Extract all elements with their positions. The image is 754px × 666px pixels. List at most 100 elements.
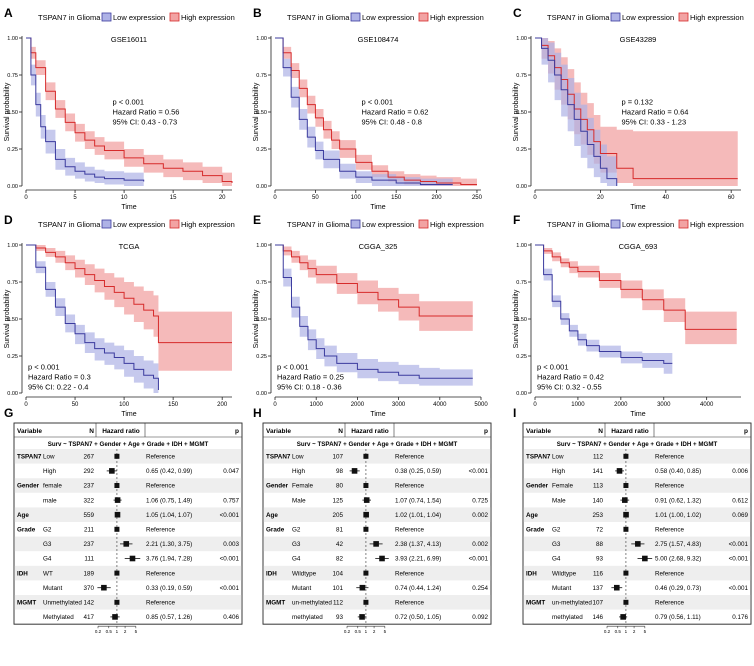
reference-marker xyxy=(363,599,369,605)
estimate-marker xyxy=(635,541,641,547)
legend-low-label: Low expression xyxy=(622,220,674,229)
row-n: 93 xyxy=(336,614,344,621)
row-variable: Grade xyxy=(526,527,545,534)
row-variable: TSPAN7 xyxy=(526,454,551,461)
row-hazard-ratio: Reference xyxy=(655,570,685,577)
row-p-value: 0.612 xyxy=(732,497,748,504)
x-tick-label: 10 xyxy=(121,195,128,201)
x-tick-label: 5 xyxy=(73,195,77,201)
x-tick-label: 200 xyxy=(432,195,443,201)
forest-x-tick-label: 2 xyxy=(373,629,376,634)
curve-high xyxy=(535,244,737,330)
km-panel-a: A TSPAN7 in Glioma Low expression High expr… xyxy=(4,6,235,211)
forest-frame-border xyxy=(522,422,752,625)
row-hazard-ratio: 0.74 (0.44, 1.24) xyxy=(395,585,441,592)
y-axis-title: Survival probability xyxy=(4,289,11,348)
y-tick-label: 0.00 xyxy=(516,184,527,190)
y-tick-label: 0.25 xyxy=(256,354,267,360)
row-shade xyxy=(523,478,751,493)
row-n: 267 xyxy=(83,454,94,461)
estimate-marker xyxy=(112,614,118,620)
panel-letter: A xyxy=(4,6,13,20)
y-tick-label: 1.00 xyxy=(516,36,527,42)
legend-low-swatch xyxy=(610,12,621,22)
ci-band-low xyxy=(26,245,159,393)
row-p-value: 0.002 xyxy=(472,541,488,548)
ci-band-low xyxy=(275,38,453,186)
header-hazard-ratio: Hazard ratio xyxy=(102,428,140,435)
row-level: Wildtype xyxy=(292,570,317,577)
y-tick-label: 0.75 xyxy=(516,73,527,79)
row-level: WT xyxy=(43,570,53,577)
legend-title: TSPAN7 in Glioma xyxy=(38,220,101,229)
x-tick-label: 200 xyxy=(217,402,228,408)
row-level: G4 xyxy=(552,556,561,563)
estimate-marker xyxy=(363,511,369,518)
forest-frame-border xyxy=(262,422,492,625)
panel-letter: H xyxy=(253,406,262,420)
forest-x-tick-label: 5 xyxy=(384,629,387,634)
row-variable: Gender xyxy=(526,483,549,490)
y-tick-label: 0.00 xyxy=(7,391,18,397)
row-variable: Gender xyxy=(266,483,289,490)
reference-marker xyxy=(363,570,369,576)
row-shade xyxy=(523,565,751,581)
row-shade xyxy=(14,565,242,581)
y-tick-label: 0.50 xyxy=(7,317,18,323)
row-level: Low xyxy=(292,454,304,461)
row-n: 137 xyxy=(592,585,603,592)
panel-letter: B xyxy=(253,6,262,20)
row-hazard-ratio: 0.85 (0.57, 1.26) xyxy=(146,614,192,621)
estimate-marker xyxy=(359,614,365,620)
header-n: N xyxy=(338,428,343,435)
row-hazard-ratio: Reference xyxy=(655,527,685,534)
row-n: 42 xyxy=(336,541,344,548)
curve-high xyxy=(535,37,738,180)
legend-low-swatch xyxy=(350,12,361,22)
row-level: G2 xyxy=(292,527,301,534)
header-p: p xyxy=(235,428,239,435)
row-level: Male xyxy=(552,497,566,504)
estimate-marker xyxy=(363,497,370,503)
stat-p-value: p < 0.001 xyxy=(537,362,569,371)
x-tick-label: 250 xyxy=(472,195,483,201)
row-level: High xyxy=(552,468,565,475)
y-tick-label: 0.25 xyxy=(516,354,527,360)
row-p-value: 0.254 xyxy=(472,585,488,592)
row-n: 322 xyxy=(83,497,94,504)
estimate-marker xyxy=(114,497,121,503)
stat-hazard-ratio: Hazard Ratio = 0.62 xyxy=(362,108,429,117)
row-hazard-ratio: Reference xyxy=(146,570,176,577)
row-hazard-ratio: 1.01 (1.00, 1.02) xyxy=(655,512,701,519)
row-p-value: 0.725 xyxy=(472,497,488,504)
legend-low-label: Low expression xyxy=(622,13,674,22)
row-n: 116 xyxy=(593,570,604,577)
header-hazard-ratio: Hazard ratio xyxy=(611,428,649,435)
row-hazard-ratio: Reference xyxy=(655,600,685,607)
legend-title: TSPAN7 in Glioma xyxy=(287,220,350,229)
panel-letter: D xyxy=(4,213,13,227)
row-p-value: 0.002 xyxy=(472,512,488,519)
row-level: methylated xyxy=(292,614,323,621)
forest-x-tick-label: 5 xyxy=(135,629,138,634)
legend-low-label: Low expression xyxy=(113,13,165,22)
forest-x-tick-label: 1 xyxy=(365,629,368,634)
legend-low-label: Low expression xyxy=(362,220,414,229)
panel-letter: F xyxy=(513,213,520,227)
stat-hazard-ratio: Hazard Ratio = 0.25 xyxy=(277,372,344,381)
forest-x-tick-label: 0.2 xyxy=(604,629,611,634)
legend-high-label: High expression xyxy=(430,13,484,22)
y-tick-label: 0.75 xyxy=(7,280,18,286)
estimate-marker xyxy=(129,555,136,562)
estimate-marker xyxy=(623,511,629,518)
panel-letter: E xyxy=(253,213,261,227)
stat-p-value: p = 0.132 xyxy=(622,98,654,107)
stat-hazard-ratio: Hazard Ratio = 0.56 xyxy=(113,108,180,117)
curve-low xyxy=(535,37,618,186)
y-tick-label: 0.50 xyxy=(7,110,18,116)
row-variable: Gender xyxy=(17,483,40,490)
row-hazard-ratio: 0.46 (0.29, 0.73) xyxy=(655,585,701,592)
km-panel-f: F TSPAN7 in Glioma Low expression High expr… xyxy=(513,213,744,418)
forest-x-tick-label: 0.5 xyxy=(106,629,113,634)
